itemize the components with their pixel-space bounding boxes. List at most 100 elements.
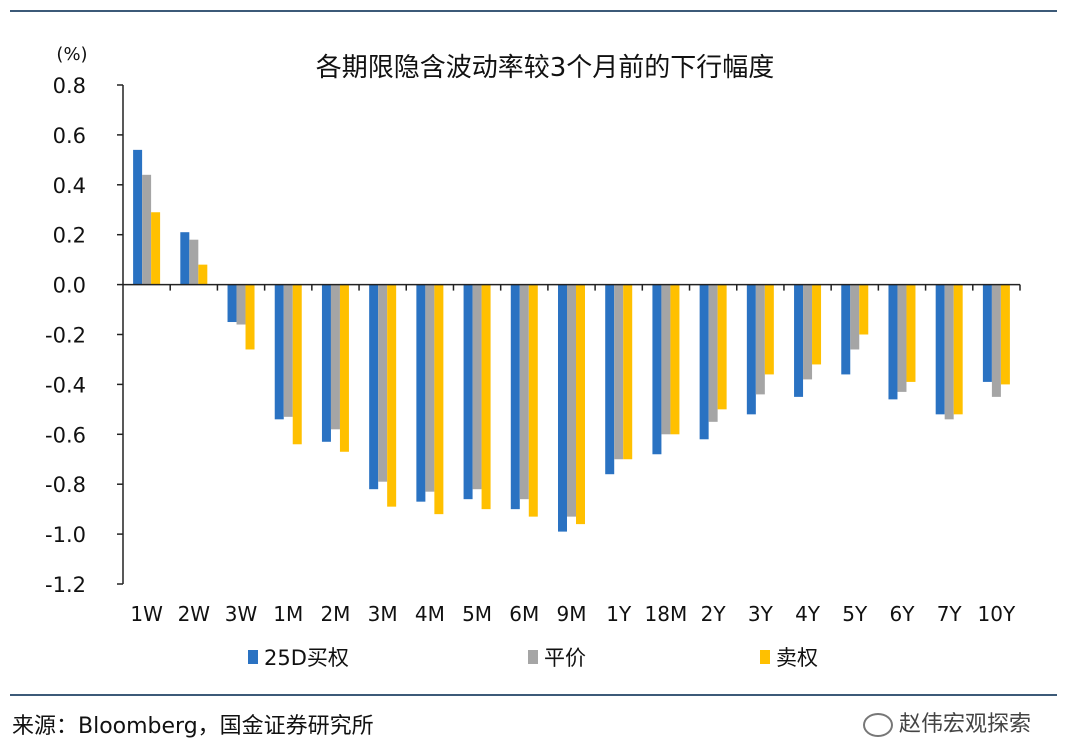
bar-2W-0 xyxy=(180,232,190,285)
legend-swatch-2 xyxy=(760,650,770,664)
bar-5M-1 xyxy=(472,284,482,490)
legend-swatch-1 xyxy=(528,650,538,664)
bar-1W-1 xyxy=(142,174,152,285)
bar-2Y-2 xyxy=(717,284,727,410)
bar-7Y-1 xyxy=(944,284,954,420)
bar-6M-2 xyxy=(528,284,538,517)
bar-2M-1 xyxy=(330,284,340,430)
x-tick-label: 9M xyxy=(557,602,587,626)
y-tick-label: 0.2 xyxy=(53,224,86,248)
watermark: 赵伟宏观探索 xyxy=(862,706,1031,738)
watermark-text: 赵伟宏观探索 xyxy=(898,712,1031,737)
bar-10Y-0 xyxy=(982,284,992,382)
bar-10Y-1 xyxy=(991,284,1001,397)
y-tick-label: 0.8 xyxy=(53,74,86,98)
bar-2Y-1 xyxy=(708,284,718,422)
x-tick-label: 2W xyxy=(178,602,211,626)
bar-5Y-0 xyxy=(841,284,851,375)
bar-4M-2 xyxy=(434,284,444,515)
x-tick-label: 1M xyxy=(273,602,303,626)
bar-9M-0 xyxy=(558,284,567,532)
x-tick-label: 1Y xyxy=(606,602,632,626)
top-rule xyxy=(10,10,1057,12)
bar-chart: 各期限隐含波动率较3个月前的下行幅度 (%) 0.8 0.6 0.4 0.2 0.0 -0.2… xyxy=(45,44,1021,670)
y-tick-label: -1.2 xyxy=(45,573,86,597)
bar-4Y-0 xyxy=(794,284,804,397)
bar-1M-1 xyxy=(283,284,293,417)
x-tick-label: 6M xyxy=(509,602,539,626)
bottom-rule xyxy=(10,694,1057,696)
bar-4M-1 xyxy=(425,284,435,492)
x-tick-label: 3Y xyxy=(748,602,774,626)
y-tick-label: -0.2 xyxy=(45,324,86,348)
x-tick-label: 6Y xyxy=(889,602,915,626)
bar-3W-2 xyxy=(245,284,255,350)
bar-6M-0 xyxy=(510,284,520,510)
y-tick-label: 0.6 xyxy=(53,124,86,148)
x-tick-label: 5M xyxy=(462,602,492,626)
bar-2M-2 xyxy=(339,284,349,452)
bar-7Y-0 xyxy=(935,284,945,415)
x-tick-label: 4Y xyxy=(795,602,821,626)
y-unit-label: (%) xyxy=(56,44,87,65)
bar-3W-1 xyxy=(236,284,246,325)
bar-1W-0 xyxy=(133,149,143,285)
bar-4M-0 xyxy=(416,284,426,502)
bar-1M-0 xyxy=(274,284,284,420)
bar-1Y-1 xyxy=(614,284,624,460)
x-tick-label: 2M xyxy=(320,602,350,626)
bar-6M-1 xyxy=(519,284,529,500)
x-tick-label: 10Y xyxy=(978,602,1016,626)
x-tick-label: 1W xyxy=(130,602,163,626)
y-tick-label: -0.4 xyxy=(45,373,86,397)
bar-6Y-1 xyxy=(897,284,907,392)
x-tick-label: 4M xyxy=(415,602,445,626)
y-tick-label: -0.6 xyxy=(45,423,86,447)
bar-4Y-2 xyxy=(812,284,822,365)
y-tick-label: -1.0 xyxy=(45,523,86,547)
bar-5Y-2 xyxy=(859,284,869,335)
bar-6Y-2 xyxy=(906,284,916,382)
x-tick-label: 3W xyxy=(225,602,258,626)
bar-3M-1 xyxy=(378,284,388,482)
bar-2M-0 xyxy=(321,284,331,442)
bar-3W-0 xyxy=(227,284,237,323)
bar-3Y-2 xyxy=(764,284,774,375)
bar-2W-2 xyxy=(198,264,208,285)
bar-3M-0 xyxy=(369,284,379,490)
bar-1Y-2 xyxy=(623,284,633,460)
y-tick-label: 0.4 xyxy=(53,174,86,198)
bar-1Y-0 xyxy=(605,284,615,475)
x-tick-label: 2Y xyxy=(701,602,727,626)
bar-2W-1 xyxy=(189,239,199,285)
bar-2Y-0 xyxy=(699,284,709,440)
bar-10Y-2 xyxy=(1000,284,1010,385)
bar-3Y-0 xyxy=(746,284,756,415)
x-tick-label: 18M xyxy=(645,602,688,626)
x-tick-label: 3M xyxy=(368,602,398,626)
bar-9M-2 xyxy=(576,284,585,525)
bar-5M-0 xyxy=(463,284,473,500)
chart-title: 各期限隐含波动率较3个月前的下行幅度 xyxy=(316,53,775,83)
bar-18M-2 xyxy=(670,284,680,435)
x-tick-label: 5Y xyxy=(842,602,868,626)
bar-9M-1 xyxy=(567,284,576,517)
legend-swatch-0 xyxy=(248,650,258,664)
x-tick-label: 7Y xyxy=(937,602,963,626)
legend-label-1: 平价 xyxy=(544,646,586,670)
bar-5Y-1 xyxy=(850,284,860,350)
y-tick-label: -0.8 xyxy=(45,473,86,497)
bar-4Y-1 xyxy=(803,284,813,380)
wechat-icon xyxy=(862,713,893,737)
bar-3M-2 xyxy=(387,284,397,507)
bar-1W-2 xyxy=(151,212,161,285)
bar-1M-2 xyxy=(292,284,302,445)
legend-label-0: 25D买权 xyxy=(264,646,349,670)
bar-7Y-2 xyxy=(953,284,963,415)
y-tick-label: 0.0 xyxy=(53,274,86,298)
bar-6Y-0 xyxy=(888,284,898,400)
bar-5M-2 xyxy=(481,284,491,510)
bar-18M-1 xyxy=(661,284,671,435)
bar-18M-0 xyxy=(652,284,662,455)
legend-label-2: 卖权 xyxy=(776,646,818,670)
